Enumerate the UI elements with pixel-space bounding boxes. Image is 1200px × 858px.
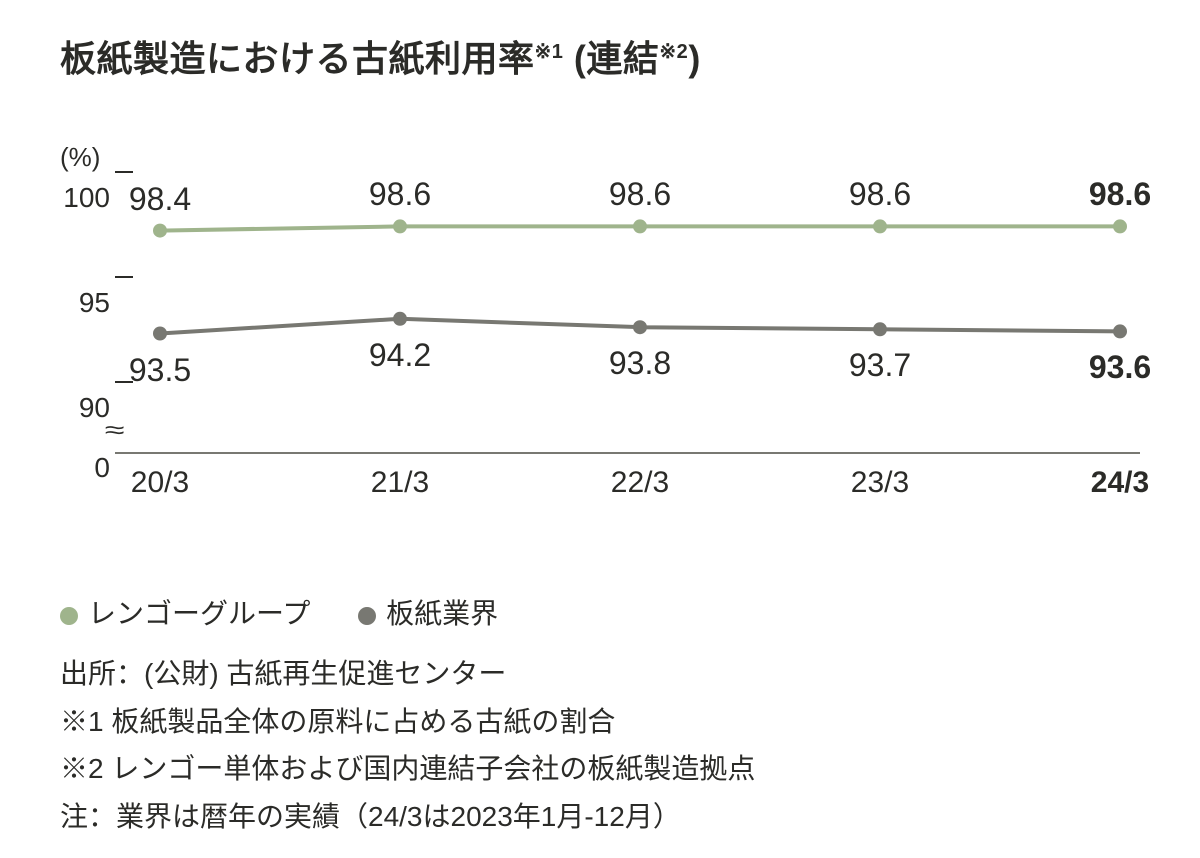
data-point-label: 93.8 xyxy=(609,345,671,382)
x-axis-label: 20/3 xyxy=(131,466,189,500)
data-point-label: 94.2 xyxy=(369,337,431,374)
series-marker xyxy=(873,322,887,336)
series-marker xyxy=(153,224,167,238)
note-1: ※1 板紙製品全体の原料に占める古紙の割合 xyxy=(60,698,1150,746)
note-2: ※2 レンゴー単体および国内連結子会社の板紙製造拠点 xyxy=(60,745,1150,793)
legend-dot-icon xyxy=(358,607,376,625)
x-axis-label: 24/3 xyxy=(1091,466,1149,500)
data-point-label: 93.6 xyxy=(1089,349,1151,386)
title-main: 板紙製造における古紙利用率 xyxy=(60,38,535,79)
legend-item-industry: 板紙業界 xyxy=(358,592,498,632)
chart-plot xyxy=(60,122,1140,502)
data-point-label: 98.4 xyxy=(129,181,191,218)
chart-title: 板紙製造における古紙利用率※1 (連結※2) xyxy=(60,30,1150,82)
note-3: 注：業界は暦年の実績（24/3は2023年1月-12月） xyxy=(60,793,1150,841)
legend-label: レンゴーグループ xyxy=(88,598,310,629)
data-point-label: 98.6 xyxy=(849,176,911,213)
title-sup1: ※1 xyxy=(535,41,564,63)
series-marker xyxy=(393,219,407,233)
data-point-label: 98.6 xyxy=(609,176,671,213)
series-marker xyxy=(633,320,647,334)
series-marker xyxy=(633,219,647,233)
legend-dot-icon xyxy=(60,607,78,625)
series-marker xyxy=(1113,324,1127,338)
x-axis-label: 22/3 xyxy=(611,466,669,500)
x-axis-label: 21/3 xyxy=(371,466,429,500)
legend: レンゴーグループ 板紙業界 xyxy=(60,592,1150,632)
series-marker xyxy=(393,312,407,326)
series-marker xyxy=(1113,219,1127,233)
x-axis-label: 23/3 xyxy=(851,466,909,500)
data-point-label: 98.6 xyxy=(1089,176,1151,213)
note-source: 出所：(公財) 古紙再生促進センター xyxy=(60,650,1150,698)
series-marker xyxy=(873,219,887,233)
legend-label: 板紙業界 xyxy=(386,598,498,629)
data-point-label: 98.6 xyxy=(369,176,431,213)
chart-area: (%) 100 95 90 ≈ 0 20/321/322/323/324/3 9… xyxy=(60,122,1140,502)
data-point-label: 93.5 xyxy=(129,352,191,389)
title-paren-close: ) xyxy=(688,38,701,79)
legend-item-rengo: レンゴーグループ xyxy=(60,592,310,632)
title-sup2: ※2 xyxy=(659,41,688,63)
data-point-label: 93.7 xyxy=(849,347,911,384)
notes: 出所：(公財) 古紙再生促進センター ※1 板紙製品全体の原料に占める古紙の割合… xyxy=(60,650,1150,840)
title-paren-open: (連結 xyxy=(574,38,660,79)
series-marker xyxy=(153,327,167,341)
